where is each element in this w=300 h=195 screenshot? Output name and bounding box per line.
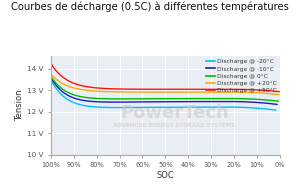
X-axis label: SOC: SOC [157, 171, 174, 180]
Text: PowerTech: PowerTech [120, 104, 229, 122]
Legend: Discharge @ -20°C, Discharge @ -10°C, Discharge @ 0°C, Discharge @ +20°C, Discha: Discharge @ -20°C, Discharge @ -10°C, Di… [203, 57, 279, 96]
Text: ADVANCED ENERGY STORAGE SYSTEMS: ADVANCED ENERGY STORAGE SYSTEMS [113, 122, 236, 128]
Y-axis label: Tension: Tension [15, 90, 24, 121]
Text: Courbes de décharge (0.5C) à différentes températures: Courbes de décharge (0.5C) à différentes… [11, 2, 289, 12]
